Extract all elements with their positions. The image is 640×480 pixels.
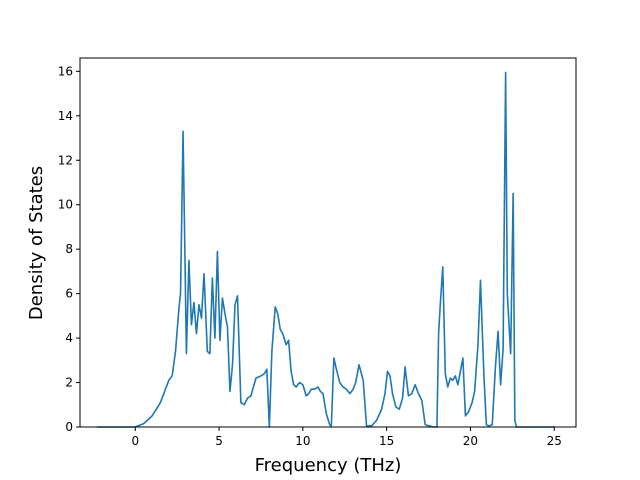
plot-layer	[96, 71, 555, 428]
y-tick-label: 8	[65, 242, 73, 256]
x-tick-label: 15	[379, 434, 394, 448]
x-tick-label: 5	[215, 434, 223, 448]
y-tick-label: 10	[58, 198, 73, 212]
x-tick-label: 25	[547, 434, 562, 448]
y-tick-label: 12	[58, 153, 73, 167]
axes-frame	[79, 57, 577, 428]
dos-series-line-0	[96, 71, 555, 428]
y-tick-label: 4	[65, 331, 73, 345]
y-axis-label: Density of States	[26, 166, 47, 320]
x-tick-label: 20	[463, 434, 478, 448]
y-tick-label: 0	[65, 420, 73, 434]
x-tick-label: 10	[295, 434, 310, 448]
x-tick-label: 0	[131, 434, 139, 448]
y-tick-label: 14	[58, 109, 73, 123]
x-axis-label: Frequency (THz)	[255, 455, 402, 476]
y-tick-label: 2	[65, 376, 73, 390]
x-axis-ticks: 0 5 10 15 20 25	[131, 427, 562, 448]
y-axis-ticks: 0 2 4 6 8 10 12 14 16	[58, 64, 80, 434]
y-tick-label: 16	[58, 64, 73, 78]
y-tick-label: 6	[65, 287, 73, 301]
